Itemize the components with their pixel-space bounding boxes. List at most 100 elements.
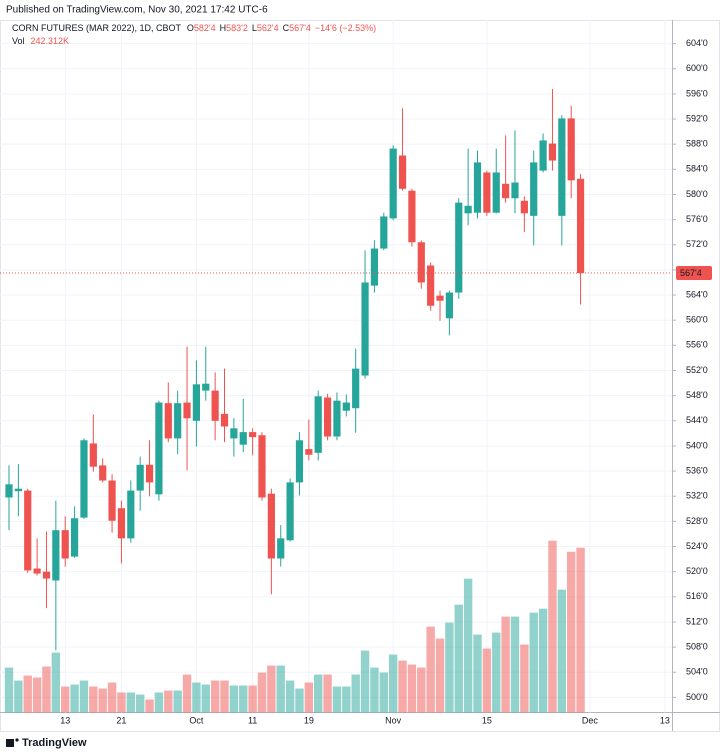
candle-body	[511, 182, 519, 199]
x-tick-label: 11	[248, 715, 257, 725]
legend-key: L	[252, 23, 257, 33]
y-tick-label: 536'0	[686, 465, 708, 475]
y-tick-label: 528'0	[686, 516, 708, 526]
candle-body	[42, 571, 51, 579]
y-tick-label: 556'0	[686, 340, 708, 350]
y-tick-label: 564'0	[686, 289, 708, 299]
logo-dot	[15, 738, 19, 742]
candle-body	[174, 403, 182, 439]
volume-bar	[182, 674, 192, 713]
y-tick-label: 604'0	[686, 38, 708, 48]
volume-bar	[239, 685, 248, 713]
candle-body	[99, 465, 107, 481]
candle-body	[342, 402, 350, 411]
volume-bar	[529, 612, 538, 713]
volume-name: Vol	[12, 36, 25, 46]
candle-body	[202, 383, 210, 391]
volume-bar	[4, 667, 14, 713]
candle-body	[277, 538, 285, 559]
volume-bar	[567, 551, 576, 713]
candle-body	[183, 402, 191, 419]
volume-bar	[248, 685, 257, 713]
candle-body	[398, 155, 407, 189]
legend-value: 567'4	[289, 23, 311, 33]
volume-bar	[295, 688, 304, 713]
y-tick-label: 504'0	[686, 667, 708, 677]
volume-bar	[576, 547, 585, 713]
candle-body	[473, 162, 482, 213]
volume-bar	[323, 674, 332, 713]
x-tick-label: 21	[116, 715, 126, 725]
candle-body	[249, 432, 257, 438]
volume-bar	[42, 666, 51, 713]
candle-body	[417, 242, 425, 283]
candle-body	[295, 440, 304, 483]
candle-body	[558, 118, 566, 216]
candle-body	[455, 202, 463, 293]
candle-body	[408, 190, 416, 243]
volume-bar	[210, 680, 220, 713]
volume-bar	[332, 686, 342, 713]
footer-logo: TradingView	[6, 737, 87, 749]
candle-body	[24, 490, 32, 571]
volume-bar	[482, 648, 492, 713]
candle-body	[567, 118, 575, 181]
volume-bar	[126, 692, 136, 713]
volume-bar	[61, 686, 70, 713]
candle-body	[80, 440, 88, 518]
legend-key: C	[283, 23, 290, 33]
volume-bar	[23, 675, 32, 713]
volume-bar	[501, 616, 510, 713]
volume-value: 242.312K	[31, 36, 70, 46]
candle-body	[89, 443, 97, 467]
candle-body	[445, 292, 453, 319]
volume-bar	[14, 680, 23, 713]
candle-body	[108, 480, 116, 521]
volume-bar	[257, 672, 267, 713]
last-price-label: 567'4	[680, 268, 702, 278]
y-tick-label: 580'0	[686, 189, 708, 199]
legend-key: O	[187, 23, 194, 33]
y-tick-label: 592'0	[686, 113, 708, 123]
candle-body	[14, 488, 22, 492]
candle-body	[502, 183, 510, 199]
y-tick-label: 596'0	[686, 88, 708, 98]
volume-bar	[304, 682, 314, 713]
candle-body	[436, 295, 444, 301]
candle-body	[70, 518, 79, 557]
legend-line: CORN FUTURES (MAR 2022), 1D, CBOT O582'4 H…	[12, 23, 376, 33]
x-tick-label: Oct	[189, 715, 204, 725]
volume-bar	[117, 692, 126, 713]
volume-bar	[89, 686, 98, 713]
volume-bar	[267, 665, 276, 713]
legend-value: 583'2	[226, 23, 248, 33]
candle-body	[539, 140, 547, 171]
y-tick-label: 508'0	[686, 641, 708, 651]
legend-value: 562'4	[257, 23, 279, 33]
candle-body	[305, 449, 313, 455]
chart-title: CORN FUTURES (MAR 2022), 1D, CBOT	[12, 23, 182, 33]
volume-bar	[538, 608, 548, 713]
volume-bar	[417, 667, 426, 713]
volume-bar	[285, 680, 295, 713]
x-tick-label: Dec	[582, 715, 599, 725]
volume-bar	[192, 682, 201, 713]
x-tick-label: 19	[304, 715, 314, 725]
volume-bar	[407, 664, 417, 713]
logo-mark	[6, 739, 14, 747]
volume-bar	[314, 674, 323, 713]
volume-bar	[107, 682, 117, 713]
volume-bar	[454, 604, 463, 713]
volume-bar	[379, 672, 388, 713]
candle-body	[333, 400, 341, 437]
volume-bar	[370, 667, 379, 713]
volume-bar	[79, 680, 89, 713]
candle-layer	[5, 88, 585, 651]
candle-body	[258, 435, 266, 498]
footer-brand: TradingView	[22, 737, 87, 749]
y-tick-label: 540'0	[686, 440, 708, 450]
legend-value: 582'4	[194, 23, 216, 33]
candle-body	[164, 403, 172, 439]
volume-bar	[201, 684, 210, 713]
